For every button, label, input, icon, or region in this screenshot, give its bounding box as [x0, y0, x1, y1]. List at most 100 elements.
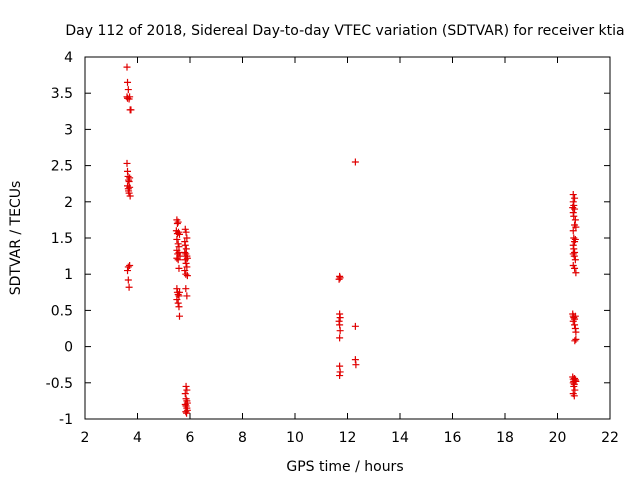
x-axis-label: GPS time / hours: [286, 459, 403, 475]
data-point: [182, 285, 190, 293]
data-point: [569, 317, 577, 325]
data-point: [173, 220, 181, 228]
data-point: [182, 382, 190, 390]
y-tick-label: 0: [64, 340, 73, 356]
data-point: [183, 272, 191, 280]
data-point: [571, 205, 579, 213]
data-point: [181, 390, 189, 398]
data-point: [183, 234, 191, 242]
data-point: [181, 256, 189, 264]
data-point: [572, 269, 580, 277]
data-point: [174, 256, 182, 264]
data-point: [127, 106, 135, 114]
data-point: [336, 327, 344, 335]
data-point: [181, 241, 189, 249]
data-point: [571, 312, 579, 320]
y-tick-label: -1: [59, 412, 73, 428]
data-point: [182, 270, 190, 278]
data-point: [125, 187, 133, 195]
data-point: [570, 392, 578, 400]
data-point: [351, 158, 359, 166]
data-point: [572, 377, 580, 385]
data-point: [336, 334, 344, 342]
x-tick-label: 6: [186, 430, 195, 446]
y-tick-label: 3: [64, 122, 73, 138]
data-point: [181, 248, 189, 256]
data-point: [571, 321, 579, 329]
data-point: [569, 191, 577, 199]
data-point: [571, 337, 579, 345]
data-point: [183, 386, 191, 394]
data-point: [174, 218, 182, 226]
x-tick-label: 20: [549, 430, 567, 446]
data-point: [570, 382, 578, 390]
data-points: [123, 63, 580, 417]
x-tick-label: 8: [238, 430, 247, 446]
x-tick-label: 4: [133, 430, 142, 446]
data-point: [126, 262, 134, 270]
y-tick-label: 4: [64, 50, 73, 66]
data-point: [181, 401, 189, 409]
data-point: [176, 288, 183, 296]
x-tick-label: 18: [496, 430, 514, 446]
data-point: [123, 63, 131, 71]
data-point: [571, 235, 579, 243]
y-tick-label: 3.5: [51, 86, 73, 102]
data-point: [572, 335, 580, 343]
data-point: [182, 408, 190, 416]
data-point: [570, 234, 578, 242]
y-tick-label: 1.5: [51, 231, 73, 247]
x-tick-label: 12: [339, 430, 357, 446]
x-tick-label: 22: [601, 430, 619, 446]
data-point: [124, 267, 132, 275]
y-tick-label: 1: [64, 267, 73, 283]
data-point: [174, 299, 182, 307]
x-tick-label: 14: [391, 430, 409, 446]
data-point: [124, 78, 132, 86]
y-tick-label: 0.5: [51, 303, 73, 319]
y-axis-label: SDTVAR / TECUs: [8, 181, 24, 296]
data-point: [124, 86, 132, 94]
x-tick-label: 10: [286, 430, 304, 446]
plot-frame: [84, 56, 611, 420]
data-point: [351, 322, 359, 330]
data-point: [124, 263, 132, 271]
data-point: [352, 361, 360, 369]
data-point: [175, 303, 183, 311]
y-tick-label: 2: [64, 195, 73, 211]
data-point: [183, 409, 191, 417]
data-point: [336, 372, 344, 380]
data-point: [336, 314, 344, 322]
x-tick-label: 2: [81, 430, 90, 446]
data-point: [569, 227, 577, 235]
data-point: [572, 223, 580, 231]
data-point: [570, 252, 578, 260]
data-point: [126, 93, 134, 101]
data-point: [173, 296, 181, 304]
data-point: [173, 254, 181, 262]
data-point: [183, 292, 191, 300]
data-point: [123, 159, 131, 167]
axis-ticks: 2 4 6 8 10 12 14 16 18 20 22 -1 -0.5 0 0.5 1 1.5 2 2.5 3 3.5…: [46, 50, 619, 446]
data-point: [336, 274, 344, 282]
data-point: [572, 328, 580, 336]
data-point: [124, 276, 132, 284]
data-point: [125, 283, 133, 291]
data-point: [173, 235, 181, 243]
chart-title: Day 112 of 2018, Sidereal Day-to-day VTE…: [65, 23, 624, 39]
data-point: [182, 259, 190, 267]
data-point: [175, 264, 183, 272]
data-point: [126, 183, 134, 191]
data-point: [571, 264, 579, 272]
y-tick-label: -0.5: [46, 376, 73, 392]
y-tick-label: 2.5: [51, 159, 73, 175]
data-point: [570, 212, 578, 220]
data-point: [183, 263, 191, 271]
data-point: [182, 228, 190, 236]
data-point: [176, 230, 183, 238]
data-point: [571, 216, 579, 224]
data-point: [571, 256, 579, 264]
data-point: [126, 192, 134, 200]
data-point: [126, 174, 134, 182]
